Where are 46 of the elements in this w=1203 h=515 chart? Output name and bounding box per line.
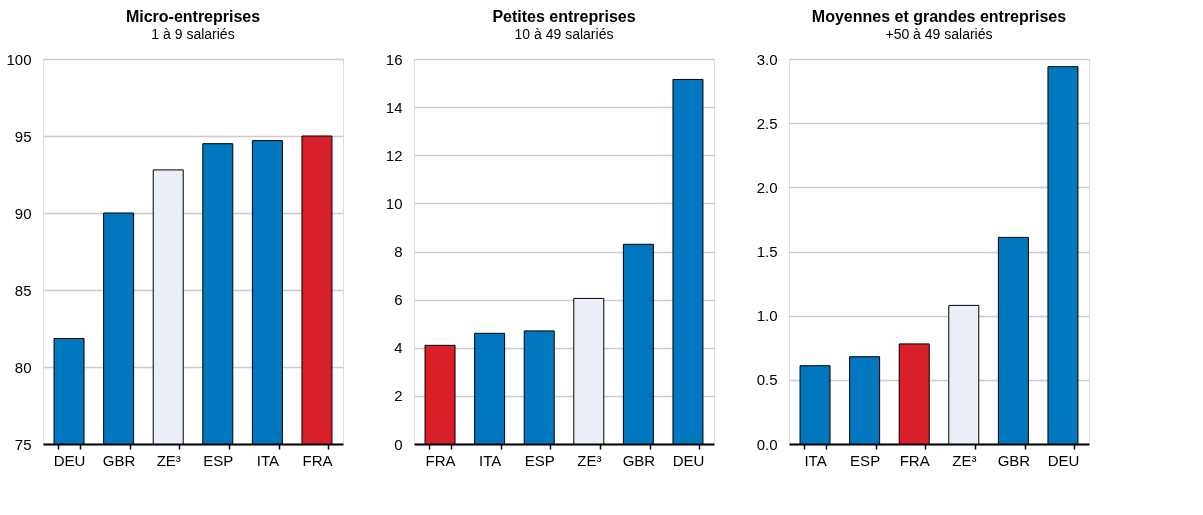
x-tick-label: ITA bbox=[479, 451, 502, 469]
x-tick-label: ZE³ bbox=[952, 451, 977, 469]
y-tick-label: 14 bbox=[385, 98, 403, 116]
y-tick-label: 90 bbox=[14, 204, 32, 222]
chart-subtitle: 10 à 49 salariés bbox=[514, 26, 614, 42]
y-tick-label: 2 bbox=[394, 387, 403, 405]
x-tick-label: FRA bbox=[302, 451, 333, 469]
x-tick-label: DEU bbox=[672, 451, 705, 469]
chart-title: Micro-entreprises bbox=[125, 8, 261, 25]
x-tick-label: GBR bbox=[102, 451, 136, 469]
x-tick-label: FRA bbox=[425, 451, 456, 469]
y-tick-label: 6 bbox=[394, 291, 403, 309]
x-tick-label: ITA bbox=[804, 451, 827, 469]
x-tick-label: GBR bbox=[622, 451, 656, 469]
y-tick-label: 2.0 bbox=[756, 178, 778, 196]
y-tick-label: 95 bbox=[14, 127, 32, 145]
y-tick-label: 4 bbox=[394, 339, 403, 357]
y-tick-label: 1.0 bbox=[756, 307, 778, 325]
chart-title: Moyennes et grandes entreprises bbox=[811, 8, 1067, 25]
y-tick-label: 85 bbox=[14, 281, 32, 299]
y-tick-label: 16 bbox=[385, 50, 403, 68]
y-tick-label: 0 bbox=[394, 435, 403, 453]
y-tick-label: 3.0 bbox=[756, 50, 778, 68]
y-tick-label: 2.5 bbox=[756, 114, 778, 132]
x-tick-label: ZE³ bbox=[577, 451, 602, 469]
y-tick-label: 0.0 bbox=[756, 435, 778, 453]
y-tick-label: 8 bbox=[394, 243, 403, 260]
x-tick-label: ESP bbox=[850, 451, 881, 469]
x-tick-label: ESP bbox=[203, 451, 234, 469]
x-tick-label: ZE³ bbox=[156, 451, 181, 469]
y-tick-label: 75 bbox=[14, 435, 32, 453]
chart-subtitle: +50 à 49 salariés bbox=[885, 26, 993, 42]
x-tick-label: FRA bbox=[899, 451, 930, 469]
chart-title: Petites entreprises bbox=[492, 8, 636, 25]
x-tick-label: DEU bbox=[1047, 451, 1080, 469]
y-tick-label: 0.5 bbox=[756, 371, 778, 389]
y-tick-label: 12 bbox=[385, 146, 403, 164]
chart-subtitle: 1 à 9 salariés bbox=[151, 26, 235, 42]
x-tick-label: DEU bbox=[53, 451, 86, 469]
x-tick-label: GBR bbox=[997, 451, 1031, 469]
y-tick-label: 100 bbox=[6, 50, 32, 68]
y-tick-label: 10 bbox=[385, 194, 403, 212]
x-tick-label: ESP bbox=[524, 451, 555, 469]
y-tick-label: 80 bbox=[14, 358, 32, 376]
x-tick-label: ITA bbox=[256, 451, 279, 469]
y-tick-label: 1.5 bbox=[756, 243, 778, 260]
